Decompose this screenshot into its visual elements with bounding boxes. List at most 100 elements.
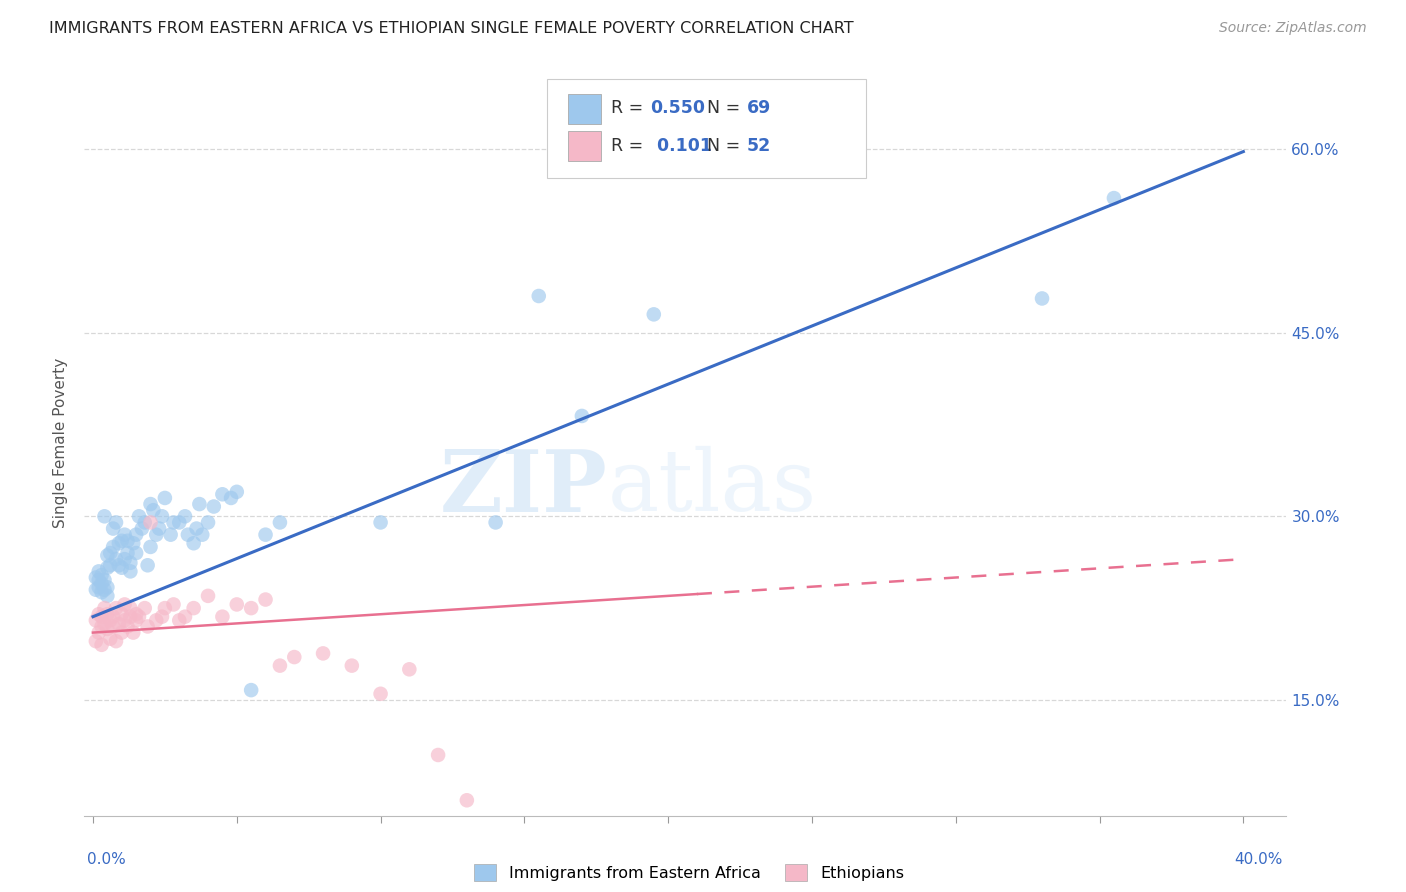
Text: R =: R = (610, 136, 648, 154)
Point (145, 613, 167, 627)
Point (183, 601, 205, 615)
Point (1031, 292, 1053, 306)
Point (269, 658, 291, 673)
Point (120, 609, 142, 624)
Point (139, 497, 162, 511)
Text: 69: 69 (747, 99, 770, 118)
Point (105, 552, 127, 566)
Point (120, 565, 142, 579)
Text: Source: ZipAtlas.com: Source: ZipAtlas.com (1219, 21, 1367, 35)
Point (108, 558, 131, 573)
Point (120, 601, 142, 615)
Point (111, 560, 134, 574)
Text: 40.0%: 40.0% (1234, 852, 1282, 867)
Point (485, 516, 508, 530)
Point (98, 632, 121, 646)
Point (136, 558, 159, 573)
Point (87, 565, 110, 579)
Point (643, 307, 665, 321)
Point (120, 556, 142, 570)
Point (202, 500, 225, 514)
Point (162, 516, 184, 530)
Point (398, 662, 420, 676)
Text: 52: 52 (747, 136, 770, 154)
FancyBboxPatch shape (568, 131, 602, 161)
Point (114, 598, 136, 612)
Point (134, 516, 156, 530)
Point (101, 522, 124, 536)
Point (456, 793, 478, 807)
Point (117, 546, 139, 560)
Point (101, 619, 124, 633)
Point (219, 491, 242, 505)
Point (93, 509, 115, 524)
Text: atlas: atlas (607, 446, 817, 529)
Point (93, 573, 115, 587)
Point (101, 609, 124, 624)
Point (87, 580, 110, 594)
Point (427, 747, 450, 762)
Point (370, 687, 392, 701)
Point (186, 522, 208, 536)
FancyBboxPatch shape (547, 79, 866, 178)
Point (96, 589, 118, 603)
Point (148, 522, 170, 536)
Point (84, 582, 107, 597)
Text: ZIP: ZIP (440, 446, 607, 530)
Point (254, 592, 277, 607)
FancyBboxPatch shape (568, 95, 602, 124)
Point (136, 619, 159, 633)
Point (150, 509, 173, 524)
Point (159, 527, 181, 541)
Point (312, 647, 335, 661)
Point (571, 409, 593, 423)
Point (111, 607, 134, 622)
Point (93, 601, 115, 615)
Point (98, 613, 121, 627)
Point (162, 598, 184, 612)
Point (98, 546, 121, 560)
Point (122, 625, 145, 640)
Text: R =: R = (610, 99, 648, 118)
Point (150, 609, 173, 624)
Point (87, 573, 110, 587)
Point (125, 607, 148, 622)
Point (108, 536, 131, 550)
Point (211, 609, 233, 624)
Legend: Immigrants from Eastern Africa, Ethiopians: Immigrants from Eastern Africa, Ethiopia… (468, 857, 910, 888)
Point (114, 527, 136, 541)
Point (174, 609, 197, 624)
Point (139, 516, 162, 530)
Point (90, 609, 112, 624)
Point (117, 619, 139, 633)
Point (122, 536, 145, 550)
Point (340, 658, 363, 673)
Point (87, 607, 110, 622)
Point (125, 527, 148, 541)
Point (117, 533, 139, 548)
Point (240, 601, 263, 615)
Point (169, 613, 191, 627)
Text: N =: N = (707, 99, 745, 118)
Point (197, 589, 219, 603)
Point (84, 634, 107, 648)
Point (90, 576, 112, 591)
Point (211, 487, 233, 501)
Point (370, 516, 392, 530)
Point (128, 509, 150, 524)
Point (101, 540, 124, 554)
Point (1102, 191, 1125, 205)
Point (108, 617, 131, 632)
Point (153, 601, 176, 615)
Point (84, 613, 107, 627)
Point (90, 568, 112, 582)
Point (96, 607, 118, 622)
Point (114, 613, 136, 627)
Text: 0.101: 0.101 (651, 136, 711, 154)
Point (125, 613, 148, 627)
Point (93, 582, 115, 597)
Point (153, 491, 176, 505)
Point (105, 516, 127, 530)
Point (111, 533, 134, 548)
Point (283, 650, 305, 665)
